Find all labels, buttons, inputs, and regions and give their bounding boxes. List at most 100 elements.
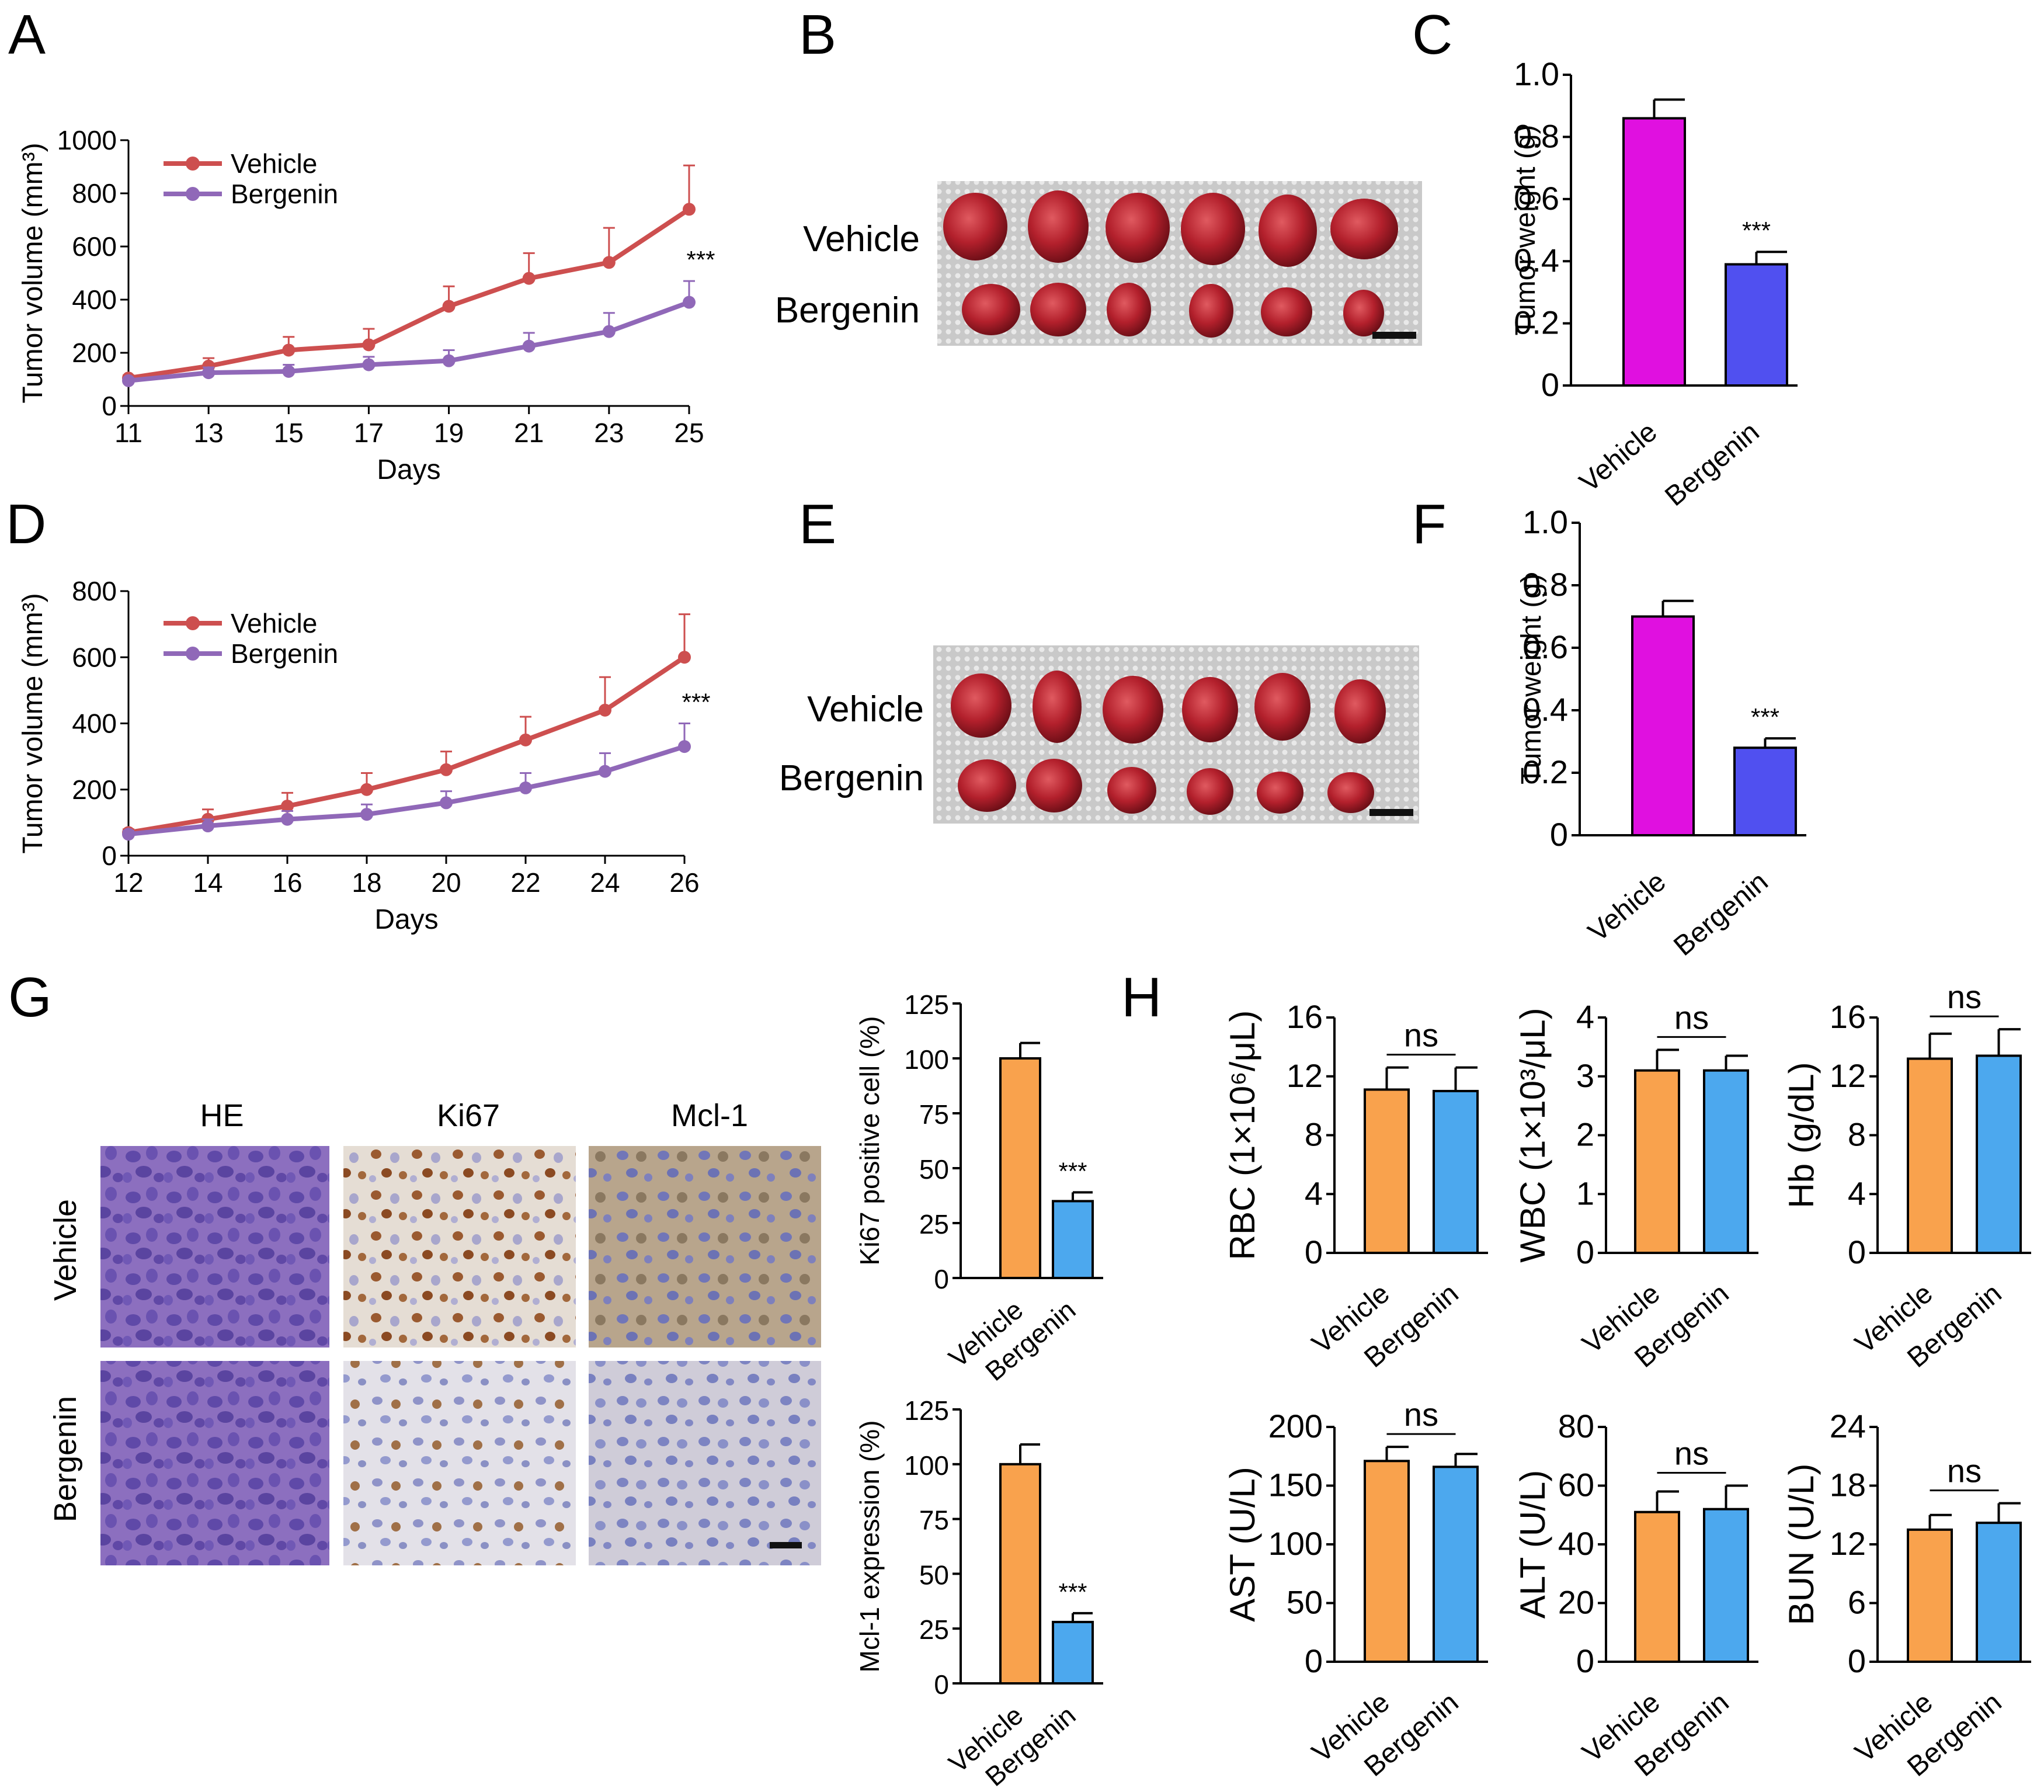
y-tick-label: 1 — [1576, 1175, 1594, 1211]
significance-label: ns — [1947, 1453, 1982, 1489]
data-point — [522, 339, 536, 353]
data-point — [683, 203, 696, 216]
bar-bergenin — [1725, 263, 1788, 387]
y-tick-label: 20 — [1558, 1584, 1594, 1621]
y-tick-label: 800 — [72, 178, 117, 209]
y-tick-label: 12 — [1287, 1057, 1323, 1094]
data-point — [440, 796, 453, 810]
x-tick-label: 26 — [669, 867, 699, 898]
series-line-vehicle — [128, 655, 686, 835]
panel-letter-a: A — [8, 4, 46, 66]
chart-c-tumor-weight: 0 0.2 0.4 0.6 0.8 1.0 Tumor weight (g) VehicleB… — [1510, 55, 1798, 512]
bar-vehicle — [1634, 1510, 1680, 1663]
bar-bergenin — [1976, 1054, 2022, 1255]
photo-b-bergenin-label: Bergenin — [775, 290, 920, 331]
y-tick-label: 0 — [1541, 366, 1559, 403]
x-tick-label: 22 — [510, 867, 540, 898]
data-point — [201, 819, 214, 833]
micrograph-mcl1-vehicle — [589, 1146, 821, 1348]
tumor — [958, 759, 1016, 812]
y-tick-label: 16 — [1287, 998, 1323, 1035]
y-tick-label: 100 — [904, 1044, 949, 1075]
tumor — [1030, 283, 1086, 336]
tumor — [1261, 287, 1312, 336]
tumor — [1182, 677, 1238, 742]
y-tick-label: 60 — [1558, 1467, 1594, 1503]
tumor — [1181, 193, 1245, 265]
y-tick-label: 0.2 — [1514, 304, 1559, 341]
tumor — [1106, 193, 1170, 263]
x-tick-label: Bergenin — [1659, 416, 1765, 512]
x-tick-label: 18 — [352, 867, 381, 898]
y-tick-label: 0.8 — [1514, 117, 1559, 154]
legend-marker — [186, 157, 200, 171]
bar-bergenin — [1976, 1522, 2022, 1663]
tumor — [1103, 676, 1163, 744]
data-point — [442, 354, 456, 367]
x-tick-label: 25 — [674, 418, 704, 448]
y-axis-label: Tumor volume (mm³) — [18, 593, 48, 853]
x-tick-label: 12 — [113, 867, 143, 898]
y-tick-label: 0 — [1305, 1234, 1323, 1270]
data-point — [522, 272, 536, 285]
panel-letter-f: F — [1412, 493, 1447, 555]
y-axis-label: Mcl-1 expression (%) — [854, 1421, 885, 1673]
photo-e-bergenin-label: Bergenin — [779, 758, 924, 798]
data-point — [602, 256, 616, 269]
bar-vehicle — [1364, 1460, 1410, 1663]
y-tick-label: 0 — [934, 1669, 949, 1700]
data-point — [519, 733, 532, 746]
y-tick-label: 400 — [72, 284, 117, 315]
x-tick-label: 23 — [594, 418, 624, 448]
y-tick-label: 0 — [1550, 816, 1568, 853]
tumor — [1254, 673, 1310, 741]
y-tick-label: 40 — [1558, 1525, 1594, 1562]
significance-label: ns — [1674, 1435, 1709, 1472]
data-point — [599, 703, 611, 717]
series-line-bergenin — [128, 300, 690, 383]
tumor — [1107, 283, 1151, 336]
x-tick-label: 11 — [114, 418, 142, 448]
y-axis-label: Ki67 positive cell (%) — [854, 1016, 885, 1266]
panel-letter-c: C — [1412, 4, 1452, 66]
y-tick-label: 0 — [102, 841, 117, 871]
y-tick-label: 0 — [1576, 1642, 1594, 1679]
panel-letter-g: G — [8, 966, 52, 1029]
micrograph-mcl1-bergenin — [589, 1361, 821, 1565]
x-tick-label: 20 — [431, 867, 461, 898]
y-tick-label: 4 — [1848, 1175, 1866, 1211]
y-tick-label: 80 — [1558, 1408, 1594, 1444]
y-tick-label: 150 — [1268, 1467, 1323, 1503]
legend-marker — [186, 187, 200, 201]
ihc-he-label: HE — [200, 1098, 244, 1133]
data-point — [281, 812, 294, 826]
ihc-ki67-label: Ki67 — [437, 1098, 500, 1133]
chart-d-tumor-volume: 0 200 400 600 800 12 14 16 18 20 22 24 26 Days Tumor v… — [18, 576, 711, 935]
y-tick-label: 24 — [1830, 1408, 1866, 1444]
bar-vehicle — [1631, 615, 1695, 836]
photo-b-tumors — [943, 190, 1398, 338]
y-tick-label: 0 — [1848, 1642, 1866, 1679]
y-tick-label: 0 — [102, 391, 117, 421]
tumor — [1257, 772, 1303, 814]
data-point — [362, 358, 376, 371]
y-tick-label: 1.0 — [1514, 55, 1559, 92]
x-tick-label: 19 — [434, 418, 464, 448]
tumor — [1259, 195, 1317, 267]
bar-bergenin — [1433, 1089, 1479, 1254]
significance-label: ns — [1947, 978, 1982, 1015]
panel-letter-h: H — [1121, 966, 1162, 1029]
y-tick-label: 8 — [1305, 1116, 1323, 1153]
scale-bar — [770, 1542, 802, 1548]
y-tick-label: 125 — [904, 989, 949, 1020]
y-axis-label: Tumor weight (g) — [1516, 574, 1547, 784]
bar-bergenin — [1052, 1620, 1094, 1685]
panel-letter-e: E — [799, 493, 836, 555]
legend-label: Vehicle — [231, 148, 317, 179]
micrograph-he-vehicle — [100, 1146, 329, 1348]
bar-vehicle — [1907, 1528, 1953, 1663]
x-axis-label: Days — [374, 904, 438, 935]
data-point — [599, 765, 611, 778]
